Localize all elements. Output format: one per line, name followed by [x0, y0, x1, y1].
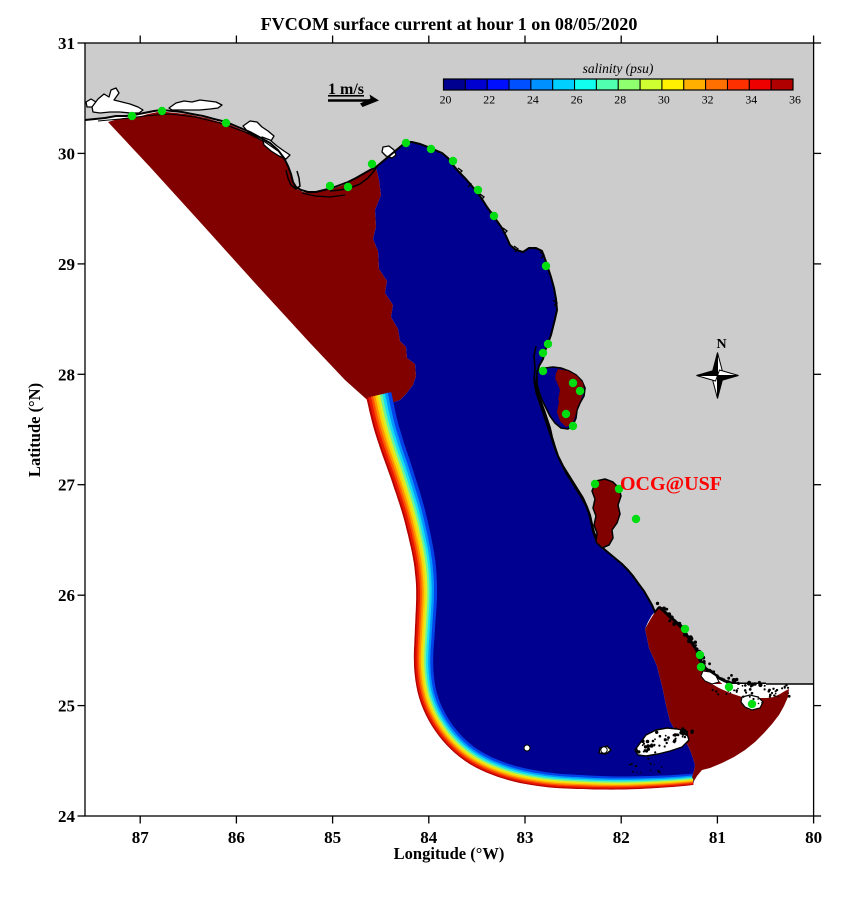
svg-text:25: 25	[58, 697, 75, 716]
svg-text:Latitude (°N): Latitude (°N)	[25, 383, 44, 477]
svg-text:22: 22	[483, 93, 495, 107]
svg-text:29: 29	[58, 255, 75, 274]
svg-text:OCG@USF: OCG@USF	[620, 473, 722, 495]
svg-text:salinity (psu): salinity (psu)	[583, 61, 654, 76]
svg-text:87: 87	[132, 828, 150, 847]
svg-text:24: 24	[527, 93, 539, 107]
svg-text:27: 27	[58, 476, 76, 495]
svg-text:N: N	[716, 337, 726, 352]
svg-text:28: 28	[58, 365, 75, 384]
svg-text:86: 86	[228, 828, 245, 847]
svg-text:80: 80	[805, 828, 822, 847]
svg-text:1 m/s: 1 m/s	[328, 81, 364, 98]
svg-text:83: 83	[517, 828, 534, 847]
svg-text:30: 30	[58, 144, 75, 163]
svg-text:32: 32	[702, 93, 714, 107]
svg-text:26: 26	[58, 586, 75, 605]
svg-text:36: 36	[789, 93, 801, 107]
svg-text:30: 30	[658, 93, 670, 107]
svg-text:34: 34	[745, 93, 757, 107]
svg-text:FVCOM surface current at hour: FVCOM surface current at hour 1 on 08/05…	[261, 14, 638, 34]
svg-text:31: 31	[58, 34, 75, 53]
svg-text:28: 28	[614, 93, 626, 107]
svg-text:20: 20	[440, 93, 452, 107]
svg-text:84: 84	[420, 828, 438, 847]
svg-text:Longitude (°W): Longitude (°W)	[394, 844, 505, 863]
svg-text:85: 85	[324, 828, 341, 847]
svg-text:24: 24	[58, 807, 76, 826]
svg-text:26: 26	[571, 93, 583, 107]
svg-text:81: 81	[709, 828, 726, 847]
svg-text:82: 82	[613, 828, 630, 847]
